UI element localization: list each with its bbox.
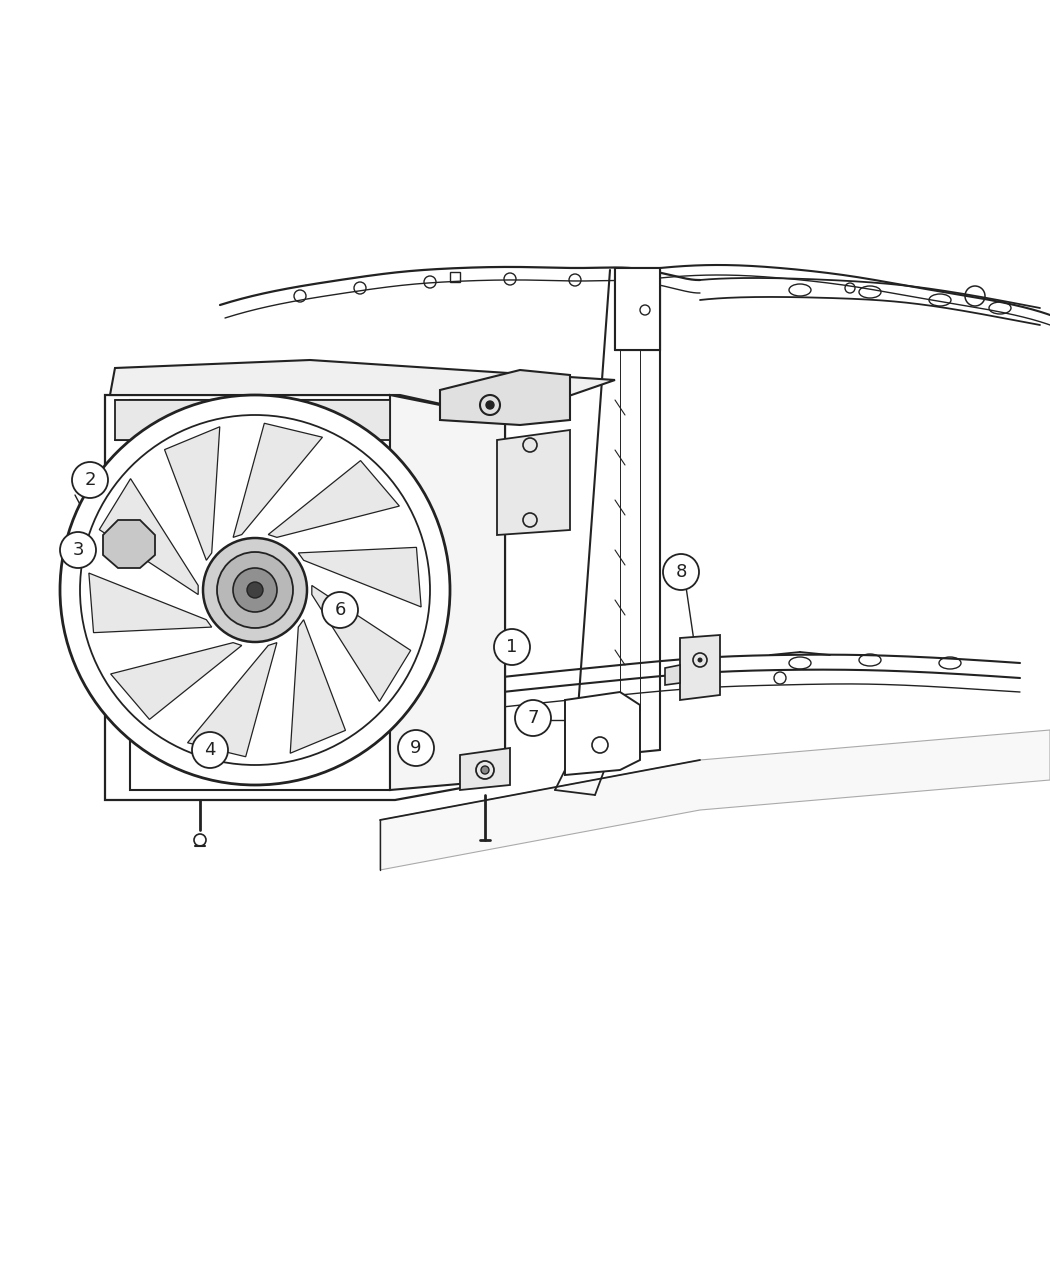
Circle shape (322, 592, 358, 629)
Text: 8: 8 (675, 564, 687, 581)
Text: 6: 6 (334, 601, 345, 618)
Text: 3: 3 (72, 541, 84, 558)
Polygon shape (233, 423, 322, 537)
Circle shape (60, 532, 96, 567)
Circle shape (233, 567, 277, 612)
Bar (450, 272, 460, 282)
Polygon shape (680, 635, 720, 700)
Polygon shape (615, 268, 660, 351)
Circle shape (398, 731, 434, 766)
Polygon shape (312, 585, 411, 701)
Polygon shape (380, 731, 1050, 870)
Polygon shape (105, 395, 505, 799)
Circle shape (60, 395, 450, 785)
Polygon shape (100, 478, 198, 594)
Text: 2: 2 (84, 470, 96, 490)
Circle shape (247, 581, 262, 598)
Circle shape (217, 552, 293, 629)
Polygon shape (116, 400, 390, 440)
Circle shape (72, 462, 108, 499)
Circle shape (481, 766, 489, 774)
Polygon shape (110, 643, 242, 719)
Circle shape (486, 402, 494, 409)
Text: 7: 7 (527, 709, 539, 727)
Circle shape (697, 658, 702, 663)
Circle shape (494, 629, 530, 666)
Circle shape (514, 700, 551, 736)
Polygon shape (165, 427, 219, 560)
Polygon shape (497, 430, 570, 536)
Polygon shape (130, 400, 390, 790)
Polygon shape (290, 620, 345, 754)
Polygon shape (298, 547, 421, 607)
Text: 9: 9 (411, 740, 422, 757)
Text: 1: 1 (506, 638, 518, 657)
Circle shape (663, 555, 699, 590)
Polygon shape (188, 643, 277, 757)
Polygon shape (390, 395, 505, 790)
Text: 4: 4 (205, 741, 215, 759)
Polygon shape (89, 572, 212, 632)
Polygon shape (440, 370, 570, 425)
Polygon shape (665, 666, 680, 685)
Polygon shape (268, 460, 399, 537)
Circle shape (192, 732, 228, 768)
Polygon shape (460, 748, 510, 790)
Polygon shape (103, 520, 155, 567)
Polygon shape (565, 692, 640, 775)
Circle shape (203, 538, 307, 643)
Polygon shape (110, 360, 615, 418)
